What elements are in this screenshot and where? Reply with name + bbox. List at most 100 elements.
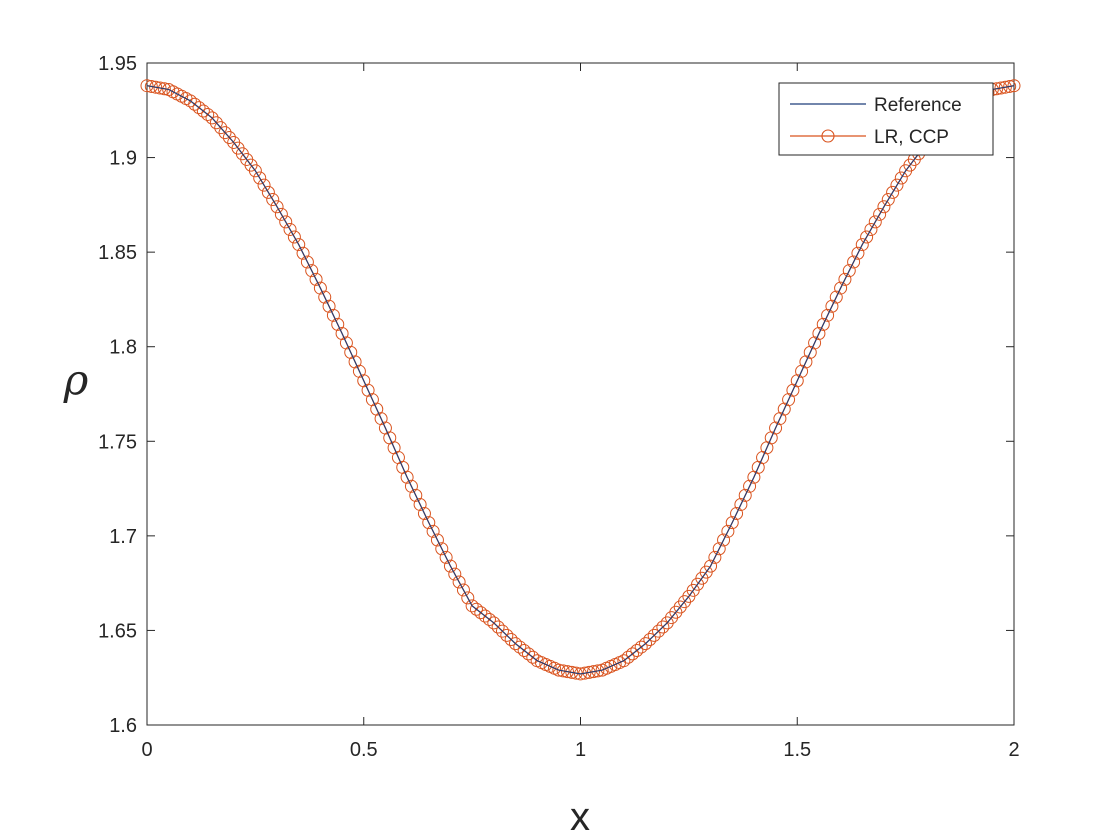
series-lr-ccp-marker <box>448 567 462 581</box>
series-lr-ccp-marker <box>647 628 661 642</box>
series-lr-ccp-marker <box>400 470 414 484</box>
series-lr-ccp-marker <box>1003 79 1017 93</box>
series-lr-ccp-marker <box>201 107 215 121</box>
series-lr-ccp-marker <box>617 654 631 668</box>
series-lr-ccp-marker <box>652 624 666 638</box>
series-lr-ccp-marker <box>565 665 579 679</box>
series-lr-ccp-marker <box>417 507 431 521</box>
series-lr-ccp-marker <box>591 664 605 678</box>
series-lr-ccp-marker <box>504 633 518 647</box>
series-lr-ccp-marker <box>253 171 267 185</box>
series-lr-ccp-marker <box>188 97 202 111</box>
series-lr-ccp-marker <box>500 628 514 642</box>
x-tick-label: 0 <box>141 739 152 761</box>
y-tick-label: 1.6 <box>109 715 137 737</box>
series-lr-ccp-marker <box>825 299 839 313</box>
series-lr-ccp-marker <box>422 516 436 530</box>
series-lr-ccp-marker <box>279 215 293 229</box>
series-lr-ccp-marker <box>873 207 887 221</box>
series-lr-ccp-marker <box>214 121 228 135</box>
series-lr-ccp-marker <box>183 94 197 108</box>
series-lr-ccp-marker <box>743 479 757 493</box>
series-lr-ccp-marker <box>621 650 635 664</box>
series-lr-ccp-marker <box>413 497 427 511</box>
series-lr-ccp-marker <box>574 667 587 681</box>
series-lr-ccp-marker <box>725 516 739 530</box>
series-lr-ccp-marker <box>998 80 1012 94</box>
series-lr-ccp-marker <box>149 80 163 94</box>
series-lr-ccp-marker <box>443 559 457 573</box>
series-lr-ccp-marker <box>322 299 336 313</box>
series-lr-ccp-marker <box>274 207 288 221</box>
series-lr-ccp-marker <box>704 559 718 573</box>
series-lr-ccp-marker <box>465 599 479 613</box>
series-lr-ccp-marker <box>456 583 470 597</box>
series-lr-ccp-marker <box>305 264 319 278</box>
series-lr-ccp-marker <box>656 620 670 634</box>
series-lr-ccp-marker <box>261 185 275 199</box>
series-lr-ccp-marker <box>222 131 236 145</box>
series-lr-ccp-marker <box>248 164 262 178</box>
series-lr-ccp-marker <box>257 178 271 192</box>
series-lr-ccp-marker <box>318 290 332 304</box>
series-lr-ccp-marker <box>409 488 423 502</box>
series-lr-ccp-marker <box>469 602 483 616</box>
series-lr-ccp-marker <box>283 222 297 236</box>
series-lr-ccp-marker <box>1007 79 1021 93</box>
series-lr-ccp-marker <box>326 308 340 322</box>
series-lr-ccp-marker <box>582 665 596 679</box>
y-tick-label: 1.8 <box>109 337 137 359</box>
series-lr-ccp-marker <box>860 230 874 244</box>
series-lr-ccp-marker <box>643 633 657 647</box>
series-lr-ccp-marker <box>452 575 466 589</box>
series-lr-ccp-marker <box>630 643 644 657</box>
series-lr-ccp-marker <box>435 542 449 556</box>
series-lr-ccp-marker <box>587 665 601 679</box>
series-lr-ccp-marker <box>404 479 418 493</box>
series-lr-ccp-marker <box>886 185 900 199</box>
series-lr-ccp-marker <box>491 620 505 634</box>
series-lr-ccp-marker <box>717 533 731 547</box>
series-lr-ccp-marker <box>426 524 440 538</box>
series-lr-ccp-marker <box>855 238 869 252</box>
y-tick-label: 1.65 <box>98 620 137 642</box>
series-lr-ccp-marker <box>639 637 653 651</box>
axis-tick-labels: 0 0.5 1 1.5 2 1.6 1.65 1.7 1.75 1.8 1.85 1.9 1.95 <box>98 53 1020 761</box>
legend-label-lr-ccp: LR, CCP <box>874 127 949 148</box>
series-lr-ccp-marker <box>881 193 895 207</box>
series-lr-ccp-marker <box>847 255 861 269</box>
series-lr-ccp-marker <box>192 101 206 115</box>
series-lr-ccp-marker <box>313 281 327 295</box>
series-lr-ccp-marker <box>868 215 882 229</box>
series-lr-ccp-marker <box>478 609 492 623</box>
series-lr-ccp-marker <box>266 193 280 207</box>
series-lr-ccp-marker <box>309 272 323 286</box>
series-lr-ccp-marker <box>513 640 527 654</box>
series-lr-ccp-marker <box>331 317 345 331</box>
series-lr-ccp-marker <box>296 246 310 260</box>
x-tick-label: 1 <box>575 739 586 761</box>
y-tick-label: 1.85 <box>98 242 137 264</box>
series-lr-ccp-marker <box>560 665 574 679</box>
legend-box <box>778 82 994 156</box>
series-lr-ccp-marker <box>708 550 722 564</box>
x-tick-label: 1.5 <box>783 739 811 761</box>
y-tick-label: 1.9 <box>109 148 137 170</box>
series-lr-ccp-marker <box>877 200 891 214</box>
series-lr-ccp-marker <box>712 542 726 556</box>
x-axis-label: x <box>570 795 590 839</box>
series-lr-ccp-marker <box>812 326 826 340</box>
series-lr-ccp-marker <box>521 647 535 661</box>
series-lr-ccp-marker <box>287 230 301 244</box>
series-lr-ccp-marker <box>734 497 748 511</box>
series-lr-ccp-marker <box>205 111 219 125</box>
series-lr-ccp-marker <box>300 255 314 269</box>
series-lr-ccp-marker <box>838 272 852 286</box>
series-lr-ccp-marker <box>209 116 223 130</box>
series-lr-ccp-marker <box>153 81 167 95</box>
series-lr-ccp-marker <box>851 246 865 260</box>
series-lr-ccp-marker <box>894 171 908 185</box>
series-lr-ccp-marker <box>196 104 210 118</box>
series-lr-ccp-marker <box>556 664 570 678</box>
series-lr-ccp-marker <box>157 82 171 96</box>
